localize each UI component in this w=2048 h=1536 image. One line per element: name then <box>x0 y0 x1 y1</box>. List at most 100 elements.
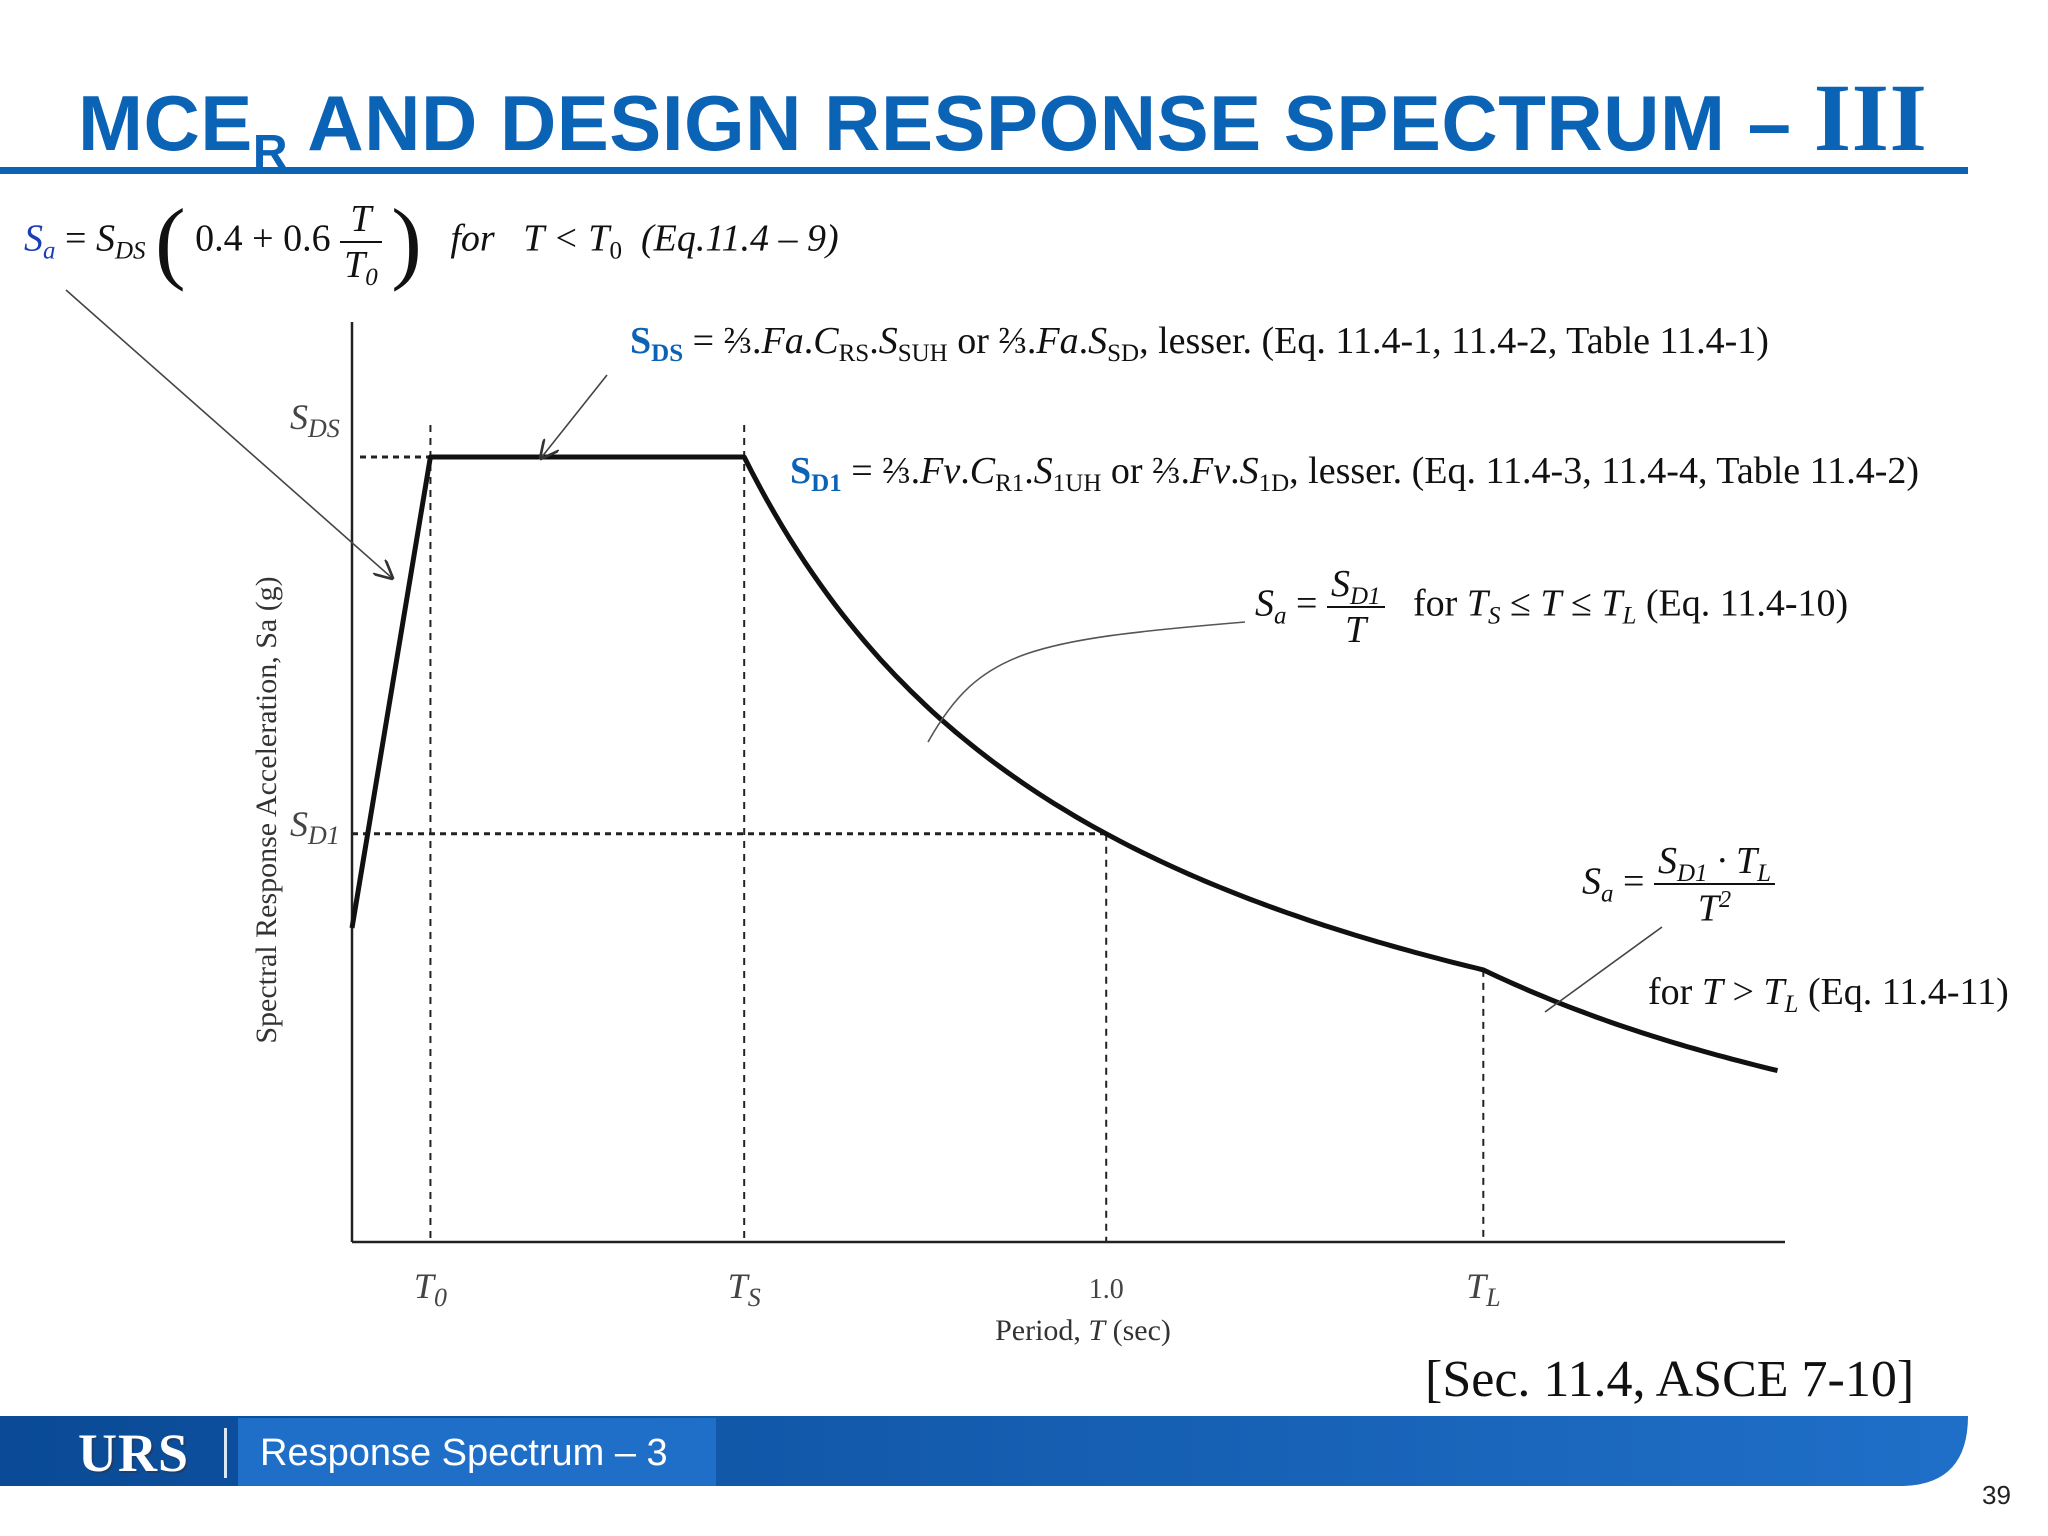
decay-lhs: S <box>1255 582 1274 625</box>
sd1-fv-2: Fv <box>1190 450 1231 492</box>
footer-label: Response Spectrum – 3 <box>260 1432 668 1474</box>
sds-s-sub: SUH <box>897 340 948 367</box>
ramp-frac-denominator: T <box>344 244 366 286</box>
title-main: AND DESIGN RESPONSE SPECTRUM – <box>288 79 1814 167</box>
sds-text-6: , lesser. (Eq. 11.4-1, 11.4-2, Table 11.… <box>1139 320 1769 362</box>
ramp-leader-arrow <box>65 289 392 578</box>
sds-symbol-sub: DS <box>651 340 684 367</box>
decay-op2: ≤ <box>1561 582 1602 625</box>
ramp-lhs: S <box>24 217 43 260</box>
sds-leader-arrow <box>541 374 608 458</box>
y-tick-sd1: SD1 <box>290 804 340 850</box>
x-tick-t0: T0 <box>414 1266 447 1312</box>
decay-denominator: T <box>1345 609 1367 651</box>
sd1-text-5: . <box>1230 450 1240 492</box>
sds-text-4: or ⅔. <box>947 320 1037 362</box>
ramp-equals: = <box>55 217 96 260</box>
long-equals: = <box>1613 860 1654 903</box>
footer-label-box <box>238 1418 716 1486</box>
left-paren: ( <box>155 190 186 293</box>
ramp-lhs-sub: a <box>43 237 56 265</box>
sd1-symbol-sub: D1 <box>811 470 842 497</box>
long-lhs-sub: a <box>1601 880 1614 908</box>
sds-text-1: = ⅔. <box>683 320 762 362</box>
source-citation: [Sec. 11.4, ASCE 7-10] <box>1425 1351 1915 1408</box>
spectrum-curve <box>349 454 1779 1074</box>
sd1-text-3: . <box>1024 450 1034 492</box>
decay-lhs-sub: a <box>1274 602 1287 630</box>
urs-logo: URS <box>78 1423 190 1483</box>
sd1-fv-1: Fv <box>920 450 961 492</box>
decay-leader-line <box>927 621 1246 743</box>
decay-t1-sub: S <box>1487 602 1501 630</box>
ramp-reference: (Eq.11.4 – 9) <box>640 217 839 260</box>
sds-symbol: S <box>630 320 652 362</box>
decay-fraction: SD1 T <box>1326 563 1385 651</box>
x-tick-tl: TL <box>1466 1266 1501 1312</box>
sds-text-2: . <box>803 320 814 362</box>
sd1-c: C <box>969 450 996 492</box>
equation-decay: Sa = SD1 T for TS ≤ T ≤ TL (Eq. 11.4-10) <box>1255 565 1848 649</box>
sds-s: S <box>878 320 898 362</box>
sds-text-3: . <box>869 320 879 362</box>
y-tick-sds: SDS <box>290 397 340 443</box>
sds-note: SDS = ⅔.Fa.CRS.SSUH or ⅔.Fa.SSD, lesser.… <box>630 320 1769 366</box>
sd1-text-4: or ⅔. <box>1101 450 1191 492</box>
ramp-sds-sub: DS <box>114 237 146 265</box>
ramp-condition: T < T <box>523 217 610 260</box>
sds-s2-sub: SD <box>1107 340 1140 367</box>
decay-op1: ≤ <box>1500 582 1541 625</box>
x-tick-t_1: 1.0 <box>1089 1274 1124 1305</box>
ramp-frac-numerator: T <box>340 200 382 243</box>
long-op: > <box>1722 971 1764 1013</box>
footer-separator <box>224 1428 227 1478</box>
decay-reference: (Eq. 11.4-10) <box>1636 582 1849 625</box>
ramp-for: for <box>450 217 495 260</box>
sds-c: C <box>813 320 839 362</box>
equation-ramp: Sa = SDS ( 0.4 + 0.6 T T0 ) for T < T0 (… <box>24 195 839 290</box>
decay-equals: = <box>1286 582 1327 625</box>
long-period-leader-line <box>1544 926 1663 1013</box>
right-paren: ) <box>391 190 422 293</box>
sd1-note: SD1 = ⅔.Fv.CR1.S1UH or ⅔.Fv.S1D, lesser.… <box>790 450 1920 496</box>
decay-t2: T <box>1540 582 1562 625</box>
ramp-sds: S <box>95 217 115 260</box>
ramp-frac-den-sub: 0 <box>365 264 378 291</box>
long-t2-sub: L <box>1784 991 1799 1018</box>
y-axis-label: Spectral Response Acceleration, Sa (g) <box>250 576 283 1043</box>
long-num-b: T <box>1736 840 1758 882</box>
decay-numerator-sub: D1 <box>1349 583 1381 610</box>
long-denominator: T <box>1697 887 1720 930</box>
sd1-s: S <box>1033 450 1053 492</box>
decay-t1: T <box>1466 582 1488 625</box>
long-t2: T <box>1763 971 1785 1013</box>
equation-long-period: Sa = SD1 · TL T2 <box>1582 840 1776 930</box>
ramp-fraction: T T0 <box>340 200 382 290</box>
sd1-s-sub: 1UH <box>1052 470 1102 497</box>
sds-s2: S <box>1088 320 1108 362</box>
long-num-a-sub: D1 <box>1676 860 1708 887</box>
decay-t3: T <box>1601 582 1623 625</box>
sd1-text-6: , lesser. (Eq. 11.4-3, 11.4-4, Table 11.… <box>1289 450 1920 492</box>
sds-fa-1: Fa <box>761 320 804 362</box>
decay-numerator: S <box>1330 563 1350 605</box>
title-prefix: MCE <box>78 79 253 167</box>
sds-c-sub: RS <box>838 340 870 367</box>
ramp-condition-sub: 0 <box>609 237 622 265</box>
decay-for: for <box>1413 582 1467 625</box>
long-lhs: S <box>1582 860 1601 903</box>
sd1-c-sub: R1 <box>995 470 1025 497</box>
x-tick-ts: TS <box>728 1266 761 1312</box>
long-fraction: SD1 · TL T2 <box>1653 840 1776 930</box>
long-num-a: S <box>1657 840 1677 882</box>
long-num-b-sub: L <box>1757 860 1772 887</box>
long-t1: T <box>1701 971 1723 1013</box>
x-axis-label: Period, T (sec) <box>995 1314 1171 1347</box>
title-rule <box>0 167 1968 174</box>
sds-text-5: . <box>1078 320 1089 362</box>
slide-title: MCER AND DESIGN RESPONSE SPECTRUM – III <box>78 62 1927 180</box>
sd1-s2-sub: 1D <box>1258 470 1290 497</box>
page-number: 39 <box>1982 1480 2011 1510</box>
sd1-s2: S <box>1239 450 1259 492</box>
